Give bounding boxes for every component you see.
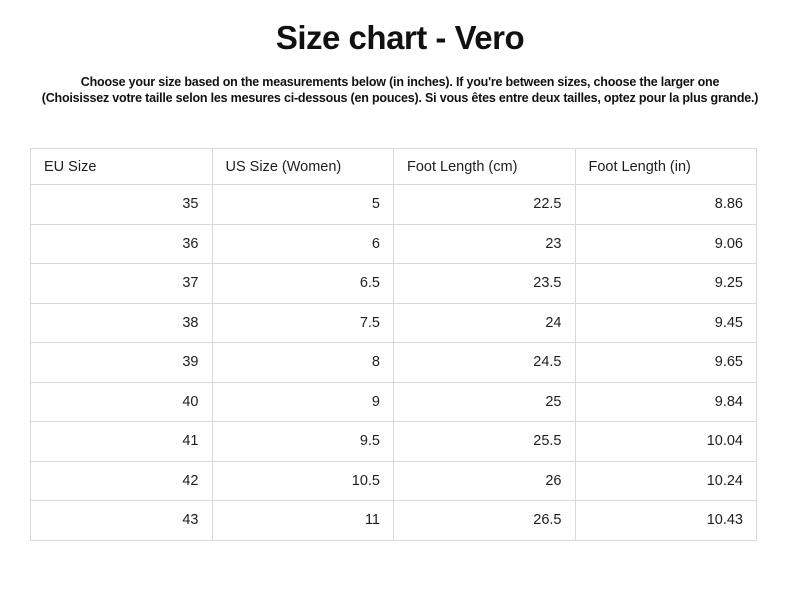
table-cell: 11 (211, 500, 394, 541)
page-subtitle: Choose your size based on the measuremen… (0, 75, 800, 106)
table-cell: 9.65 (574, 342, 757, 383)
table-cell: 6.5 (211, 263, 394, 304)
table-cell: 38 (30, 302, 213, 343)
table-cell: 40 (30, 381, 213, 422)
table-row: 42 10.5 26 10.24 (30, 460, 757, 501)
table-cell: 26 (393, 460, 576, 501)
table-row: 35 5 22.5 8.86 (30, 184, 757, 225)
table-cell: 43 (30, 500, 213, 541)
table-cell: 23 (393, 223, 576, 264)
table-cell: 9.84 (574, 381, 757, 422)
table-header-row: EU Size US Size (Women) Foot Length (cm) Fo… (30, 148, 757, 185)
subtitle-line-english: Choose your size based on the measuremen… (80, 75, 720, 89)
table-cell: 9.5 (211, 421, 394, 462)
table-cell: 9.06 (574, 223, 757, 264)
table-cell: 22.5 (393, 184, 576, 225)
table-cell: 35 (30, 184, 213, 225)
table-cell: 10.24 (574, 460, 757, 501)
size-chart-table: EU Size US Size (Women) Foot Length (cm) Fo… (30, 148, 757, 541)
table-cell: 10.5 (211, 460, 394, 501)
table-cell: 9 (211, 381, 394, 422)
table-cell: 25.5 (393, 421, 576, 462)
table-cell: 37 (30, 263, 213, 304)
page-title: Size chart - Vero (275, 19, 525, 56)
table-cell: 26.5 (393, 500, 576, 541)
table-row: 36 6 23 9.06 (30, 223, 757, 264)
table-cell: 10.43 (574, 500, 757, 541)
table-cell: 9.25 (574, 263, 757, 304)
table-cell: 7.5 (211, 302, 394, 343)
column-header-3: Foot Length (in) (574, 148, 757, 185)
table-cell: 5 (211, 184, 394, 225)
table-row: 43 11 26.5 10.43 (30, 500, 757, 541)
table-cell: 25 (393, 381, 576, 422)
table-cell: 9.45 (574, 302, 757, 343)
table-cell: 24 (393, 302, 576, 343)
subtitle-line-french: (Choisissez votre taille selon les mesur… (41, 90, 759, 105)
table-cell: 42 (30, 460, 213, 501)
table-cell: 8.86 (574, 184, 757, 225)
table-cell: 8 (211, 342, 394, 383)
table-cell: 10.04 (574, 421, 757, 462)
column-header-2: Foot Length (cm) (393, 148, 576, 185)
table-cell: 36 (30, 223, 213, 264)
table-cell: 41 (30, 421, 213, 462)
table-row: 39 8 24.5 9.65 (30, 342, 757, 383)
table-row: 38 7.5 24 9.45 (30, 302, 757, 343)
table-cell: 23.5 (393, 263, 576, 304)
table-row: 37 6.5 23.5 9.25 (30, 263, 757, 304)
table-cell: 39 (30, 342, 213, 383)
table-cell: 24.5 (393, 342, 576, 383)
table-body: 35 5 22.5 8.86 36 6 23 9.06 37 6.5 23.5 9.25 38 7.5 24… (30, 184, 757, 541)
column-header-1: US Size (Women) (211, 148, 394, 185)
table-cell: 6 (211, 223, 394, 264)
table-row: 40 9 25 9.84 (30, 381, 757, 422)
table-row: 41 9.5 25.5 10.04 (30, 421, 757, 462)
column-header-0: EU Size (30, 148, 213, 185)
